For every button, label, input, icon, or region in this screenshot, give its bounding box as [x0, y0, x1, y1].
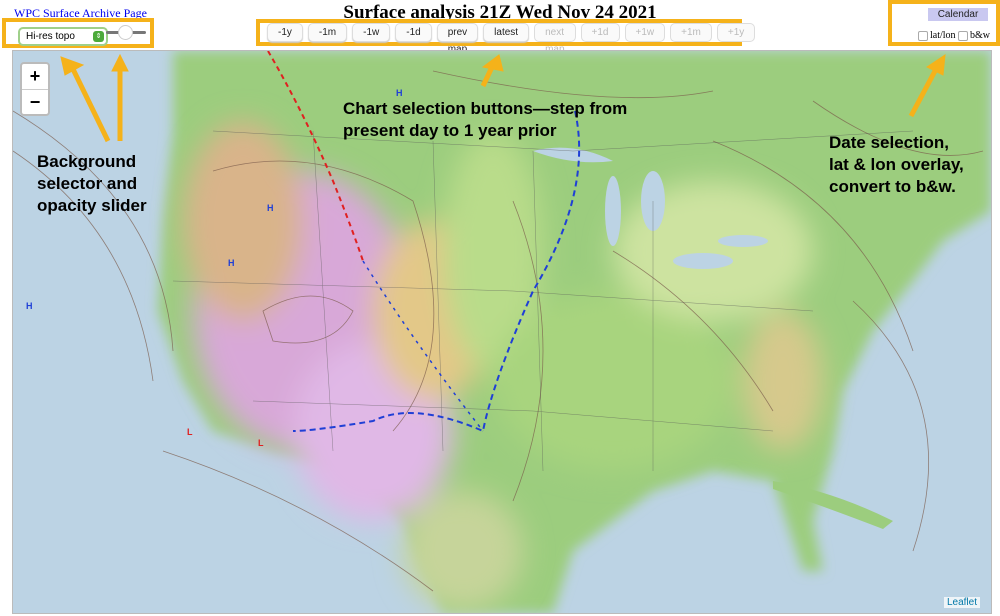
cuba — [773, 481, 893, 529]
nav-button-prev-map[interactable]: prev map — [436, 23, 479, 55]
warm-front — [267, 51, 364, 262]
annotation-line: selector and — [37, 174, 138, 193]
nav-button-plus-1y[interactable]: +1y — [716, 23, 756, 42]
annotation-line: lat & lon overlay, — [829, 155, 964, 174]
isobars — [13, 70, 984, 592]
annotation-chart: Chart selection buttons—step from presen… — [343, 98, 627, 142]
background-select-value: Hi-res topo — [26, 31, 75, 42]
leaflet-attribution-link[interactable]: Leaflet — [943, 597, 980, 608]
nav-button-minus-1y[interactable]: -1y — [267, 23, 303, 42]
nav-button-minus-1d[interactable]: -1d — [395, 23, 432, 42]
annotation-line: Background — [37, 152, 137, 171]
archive-page-link[interactable]: WPC Surface Archive Page — [14, 6, 147, 20]
high-pressure-marker: H — [26, 301, 33, 311]
annotation-line: convert to b&w. — [829, 177, 956, 196]
zoom-control: + − — [20, 62, 50, 116]
state-borders — [172, 130, 914, 472]
background-select[interactable]: Hi-res topo ⇕ — [18, 27, 108, 46]
high-pressure-marker: H — [267, 203, 274, 213]
chevron-updown-icon: ⇕ — [93, 31, 104, 42]
nav-button-next-map[interactable]: next map — [534, 23, 576, 55]
background-controls: Hi-res topo ⇕ — [2, 18, 154, 48]
low-pressure-marker: L — [187, 427, 193, 437]
cold-front — [292, 110, 581, 433]
calendar-button[interactable]: Calendar — [928, 8, 988, 21]
nav-button-latest[interactable]: latest — [483, 23, 530, 42]
nav-button-plus-1d[interactable]: +1d — [580, 23, 620, 42]
annotation-background: Background selector and opacity slider — [37, 151, 147, 217]
annotation-line: Chart selection buttons—step from — [343, 99, 628, 118]
annotation-line: present day to 1 year prior — [343, 121, 557, 140]
checkbox-box[interactable] — [918, 30, 928, 41]
map-canvas: H H H H L L — [13, 51, 991, 613]
latlon-label: lat/lon — [930, 30, 956, 41]
latlon-checkbox[interactable]: lat/lon — [918, 30, 956, 41]
high-pressure-marker: H — [228, 258, 235, 268]
nav-button-minus-1m[interactable]: -1m — [307, 23, 348, 42]
zoom-in-button[interactable]: + — [22, 64, 48, 90]
annotation-line: opacity slider — [37, 196, 147, 215]
nav-button-minus-1w[interactable]: -1w — [352, 23, 391, 42]
surface-analysis-map[interactable]: H H H H L L Background selector and opac… — [12, 50, 992, 614]
annotation-date: Date selection, lat & lon overlay, conve… — [829, 132, 964, 198]
opacity-slider-handle[interactable] — [118, 25, 133, 40]
bw-label: b&w — [970, 30, 990, 41]
arrows — [60, 53, 946, 143]
date-controls: Calendar lat/lon b&w — [888, 0, 1000, 46]
bw-checkbox[interactable]: b&w — [958, 30, 990, 41]
nav-button-plus-1m[interactable]: +1m — [670, 23, 712, 42]
pressure-centers: H H H H L L — [26, 88, 403, 448]
checkbox-box[interactable] — [958, 30, 968, 41]
low-pressure-marker: L — [258, 438, 264, 448]
terrain-shading — [183, 121, 823, 611]
page-title: Surface analysis 21Z Wed Nov 24 2021 — [343, 2, 657, 23]
nav-button-plus-1w[interactable]: +1w — [624, 23, 666, 42]
high-pressure-marker: H — [396, 88, 403, 98]
annotation-line: Date selection, — [829, 133, 949, 152]
opacity-slider[interactable] — [106, 25, 146, 40]
zoom-out-button[interactable]: − — [29, 92, 41, 112]
